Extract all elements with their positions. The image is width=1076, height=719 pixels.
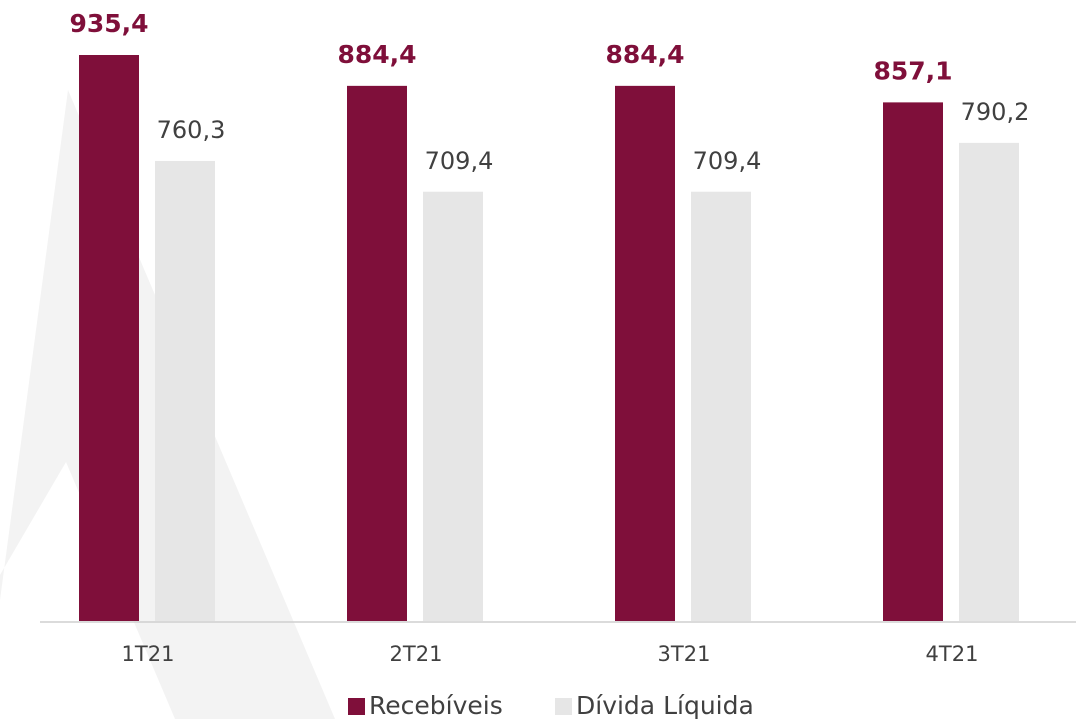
value-label: 884,4: [337, 40, 416, 69]
value-label: 884,4: [605, 40, 684, 69]
bar: [347, 85, 407, 622]
value-label: 760,3: [157, 116, 226, 144]
x-tick-label: 3T21: [658, 642, 711, 666]
x-tick-label: 1T21: [122, 642, 175, 666]
legend-label: Recebíveis: [369, 691, 503, 719]
value-label: 935,4: [69, 9, 148, 38]
x-tick-label: 2T21: [390, 642, 443, 666]
bar: [959, 142, 1019, 621]
bar: [615, 85, 675, 622]
value-label: 790,2: [961, 98, 1030, 126]
bar: [423, 191, 483, 621]
bar: [79, 55, 139, 621]
bar: [155, 160, 215, 621]
legend-swatch: [348, 698, 365, 715]
value-label: 857,1: [873, 56, 952, 85]
bar: [691, 191, 751, 621]
bar: [883, 102, 943, 622]
value-label: 709,4: [425, 147, 494, 175]
x-tick-label: 4T21: [926, 642, 979, 666]
value-label: 709,4: [693, 147, 762, 175]
legend-swatch: [555, 698, 572, 715]
legend-label: Dívida Líquida: [576, 691, 754, 719]
